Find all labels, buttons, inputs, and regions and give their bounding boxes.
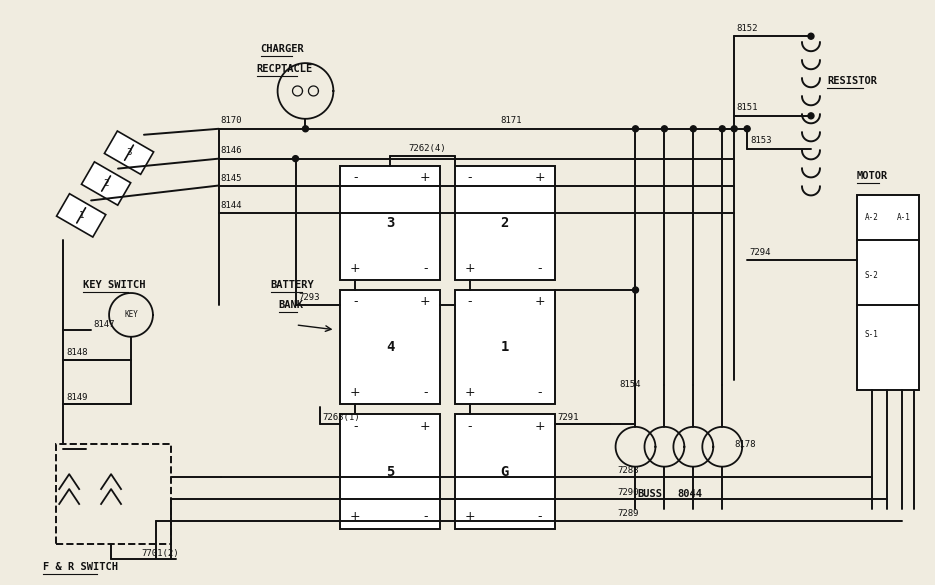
- Text: S-1: S-1: [865, 331, 879, 339]
- Text: -: -: [423, 386, 427, 399]
- Text: G: G: [501, 464, 509, 479]
- Circle shape: [632, 287, 639, 293]
- Text: MOTOR: MOTOR: [856, 171, 888, 181]
- Text: -: -: [538, 511, 542, 524]
- Bar: [56, 444, 171, 544]
- Bar: [340, 166, 440, 280]
- Text: +: +: [350, 511, 361, 524]
- Text: -: -: [468, 171, 472, 184]
- Text: 1: 1: [79, 211, 84, 220]
- Text: 4: 4: [386, 340, 395, 355]
- Text: A-2: A-2: [865, 213, 879, 222]
- Text: 8151: 8151: [736, 104, 757, 112]
- Text: BANK: BANK: [279, 300, 304, 310]
- Text: 8044: 8044: [677, 489, 702, 499]
- Text: -: -: [538, 386, 542, 399]
- Circle shape: [719, 126, 726, 132]
- Text: +: +: [465, 386, 475, 399]
- Bar: [340, 290, 440, 404]
- Text: 5: 5: [386, 464, 395, 479]
- Text: -: -: [423, 261, 427, 274]
- Bar: [455, 166, 554, 280]
- Circle shape: [808, 113, 814, 119]
- Text: -: -: [353, 420, 357, 433]
- Text: A-1: A-1: [897, 213, 911, 222]
- Text: +: +: [465, 261, 475, 274]
- Text: 8146: 8146: [221, 146, 242, 155]
- Text: +: +: [535, 295, 545, 308]
- Text: -: -: [468, 295, 472, 308]
- Text: 2: 2: [104, 179, 108, 188]
- Bar: [340, 414, 440, 529]
- Text: +: +: [420, 171, 430, 184]
- Text: 8147: 8147: [94, 321, 115, 329]
- Text: S-2: S-2: [865, 271, 879, 280]
- Text: -: -: [353, 171, 357, 184]
- Text: 8154: 8154: [620, 380, 641, 389]
- Text: -: -: [353, 295, 357, 308]
- Circle shape: [731, 126, 737, 132]
- Text: +: +: [350, 386, 361, 399]
- Text: 7262(4): 7262(4): [409, 144, 446, 153]
- Text: 3: 3: [386, 216, 395, 230]
- Text: +: +: [535, 171, 545, 184]
- Text: 8178: 8178: [734, 440, 755, 449]
- Text: 8149: 8149: [66, 393, 88, 402]
- Text: 7293: 7293: [298, 294, 320, 302]
- Text: 8153: 8153: [750, 136, 771, 145]
- Circle shape: [632, 126, 639, 132]
- Text: +: +: [535, 420, 545, 433]
- Text: RECPTACLE: RECPTACLE: [256, 64, 313, 74]
- Bar: [455, 414, 554, 529]
- Circle shape: [744, 126, 750, 132]
- Text: CHARGER: CHARGER: [261, 44, 305, 54]
- Text: +: +: [420, 420, 430, 433]
- Text: 7701(2): 7701(2): [141, 549, 179, 558]
- Text: 7294: 7294: [749, 247, 770, 257]
- Text: 3: 3: [126, 148, 132, 157]
- Text: +: +: [350, 261, 361, 274]
- Text: KEY SWITCH: KEY SWITCH: [83, 280, 146, 290]
- Text: RESISTOR: RESISTOR: [827, 76, 877, 86]
- Circle shape: [808, 33, 814, 39]
- Text: +: +: [420, 295, 430, 308]
- Bar: [856, 195, 919, 390]
- Text: BATTERY: BATTERY: [270, 280, 314, 290]
- Text: 7288: 7288: [617, 466, 639, 474]
- FancyBboxPatch shape: [105, 131, 153, 174]
- Text: -: -: [538, 261, 542, 274]
- Text: -: -: [423, 511, 427, 524]
- Text: 7289: 7289: [617, 510, 639, 518]
- Text: F & R SWITCH: F & R SWITCH: [43, 562, 118, 572]
- Text: 8171: 8171: [500, 116, 522, 125]
- Text: 7290: 7290: [617, 487, 639, 497]
- Text: KEY: KEY: [124, 311, 138, 319]
- Text: 8152: 8152: [736, 24, 757, 33]
- Text: 8148: 8148: [66, 348, 88, 357]
- Circle shape: [661, 126, 668, 132]
- FancyBboxPatch shape: [56, 194, 106, 237]
- Circle shape: [690, 126, 697, 132]
- Text: 8170: 8170: [221, 116, 242, 125]
- Text: 8145: 8145: [221, 174, 242, 183]
- Text: 1: 1: [501, 340, 509, 355]
- Text: 8144: 8144: [221, 201, 242, 210]
- Bar: [455, 290, 554, 404]
- Text: 2: 2: [501, 216, 509, 230]
- Text: -: -: [468, 420, 472, 433]
- Text: 7291: 7291: [558, 413, 579, 422]
- Text: 7263(1): 7263(1): [323, 413, 360, 422]
- Text: +: +: [465, 511, 475, 524]
- Text: BUSS: BUSS: [638, 489, 663, 499]
- Circle shape: [303, 126, 309, 132]
- FancyBboxPatch shape: [81, 162, 131, 205]
- Circle shape: [293, 156, 298, 161]
